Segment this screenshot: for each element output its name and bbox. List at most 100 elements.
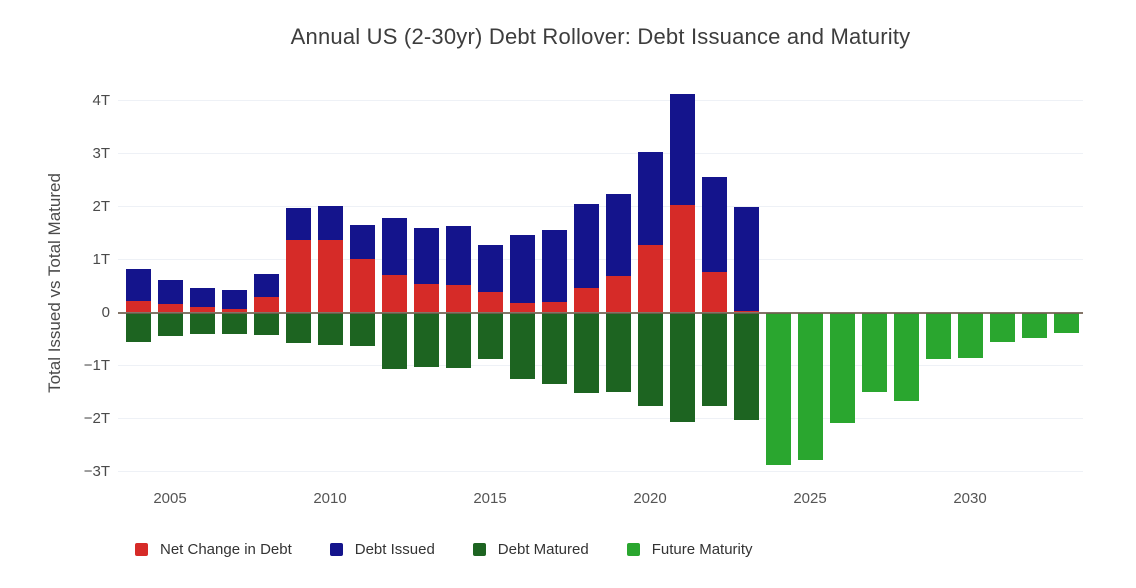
bar-2008-net-change[interactable] (253, 297, 279, 313)
bar-2010-debt-issued[interactable] (317, 205, 343, 241)
legend-item-future-maturity[interactable]: Future Maturity (626, 540, 753, 558)
bar-2029-future-maturity[interactable] (925, 312, 951, 360)
bar-2020-net-change[interactable] (637, 245, 663, 313)
bar-2016-debt-issued[interactable] (509, 235, 535, 304)
bar-2013-debt-issued[interactable] (413, 227, 439, 285)
bar-2019-debt-matured[interactable] (605, 312, 631, 392)
bar-2011-net-change[interactable] (349, 258, 375, 313)
bar-2019-net-change[interactable] (605, 275, 631, 313)
bar-2022-debt-matured[interactable] (701, 312, 727, 407)
bar-2022-debt-issued[interactable] (701, 177, 727, 272)
bar-2015-debt-matured[interactable] (477, 312, 503, 360)
bar-2009-debt-matured[interactable] (285, 312, 311, 344)
legend-label: Net Change in Debt (160, 540, 292, 558)
bar-2028-future-maturity[interactable] (893, 312, 919, 401)
bar-2031-future-maturity[interactable] (989, 312, 1015, 342)
y-tick-label: −2T (83, 409, 110, 427)
bar-2013-net-change[interactable] (413, 284, 439, 313)
legend-swatch-icon (329, 542, 343, 556)
legend-swatch-icon (626, 542, 640, 556)
bar-2008-debt-issued[interactable] (253, 273, 279, 298)
gridline-−2T (118, 418, 1083, 419)
bar-2025-future-maturity[interactable] (797, 312, 823, 461)
y-tick-label: 2T (92, 197, 110, 215)
gridline-2T (118, 206, 1083, 207)
y-tick-label: 0 (101, 303, 110, 321)
bar-2008-debt-matured[interactable] (253, 312, 279, 335)
bar-2004-debt-matured[interactable] (125, 312, 151, 343)
bar-2009-debt-issued[interactable] (285, 208, 311, 240)
y-tick-label: 3T (92, 144, 110, 162)
bar-2020-debt-issued[interactable] (637, 152, 663, 246)
bar-2016-net-change[interactable] (509, 303, 535, 313)
bar-2006-debt-matured[interactable] (189, 312, 215, 335)
bar-2027-future-maturity[interactable] (861, 312, 887, 392)
bar-2015-net-change[interactable] (477, 291, 503, 313)
bar-2032-future-maturity[interactable] (1021, 312, 1047, 339)
legend-label: Debt Issued (354, 540, 435, 558)
bar-2017-debt-matured[interactable] (541, 312, 567, 384)
legend-label: Future Maturity (651, 540, 753, 558)
gridline-1T (118, 259, 1083, 260)
bar-2012-net-change[interactable] (381, 275, 407, 313)
bar-2021-debt-issued[interactable] (669, 94, 695, 205)
legend-item-net-change-in-debt[interactable]: Net Change in Debt (135, 541, 292, 558)
bar-2006-debt-issued[interactable] (189, 287, 215, 308)
gridline-−1T (118, 365, 1083, 366)
bar-2011-debt-issued[interactable] (349, 224, 375, 259)
legend: Net Change in Debt Debt Issued Debt Mature… (135, 538, 753, 560)
zero-line (118, 311, 1083, 314)
bar-2005-net-change[interactable] (157, 304, 183, 313)
x-tick-label: 2015 (473, 490, 507, 507)
bar-2007-debt-matured[interactable] (221, 312, 247, 334)
x-tick-label: 2030 (953, 490, 987, 507)
legend-swatch-icon (472, 542, 486, 556)
bar-2012-debt-issued[interactable] (381, 218, 407, 276)
plot-area (118, 84, 1083, 478)
bar-2004-debt-issued[interactable] (125, 269, 151, 301)
legend-item-debt-issued[interactable]: Debt Issued (329, 540, 435, 558)
bar-2020-debt-matured[interactable] (637, 312, 663, 406)
bar-2026-future-maturity[interactable] (829, 312, 855, 424)
bar-2017-debt-issued[interactable] (541, 230, 567, 303)
bar-2033-future-maturity[interactable] (1053, 312, 1079, 333)
bar-2014-net-change[interactable] (445, 285, 471, 313)
bar-2018-debt-matured[interactable] (573, 312, 599, 394)
bar-2023-debt-issued[interactable] (733, 206, 759, 312)
y-tick-label: 4T (92, 91, 110, 109)
gridline-3T (118, 153, 1083, 154)
bar-2012-debt-matured[interactable] (381, 312, 407, 370)
bar-2030-future-maturity[interactable] (957, 312, 983, 358)
bar-2007-net-change[interactable] (221, 308, 247, 313)
gridline-−3T (118, 471, 1083, 472)
bar-2023-debt-matured[interactable] (733, 312, 759, 420)
bar-2004-net-change[interactable] (125, 300, 151, 313)
bar-2014-debt-issued[interactable] (445, 226, 471, 286)
bar-2021-debt-matured[interactable] (669, 312, 695, 422)
x-tick-label: 2025 (793, 490, 827, 507)
bar-2024-future-maturity[interactable] (765, 312, 791, 466)
x-tick-label: 2005 (153, 490, 187, 507)
bar-2016-debt-matured[interactable] (509, 312, 535, 380)
legend-item-debt-matured[interactable]: Debt Matured (472, 540, 589, 558)
bar-2015-debt-issued[interactable] (477, 244, 503, 292)
bar-2010-net-change[interactable] (317, 240, 343, 313)
bar-2022-net-change[interactable] (701, 271, 727, 313)
bar-2019-debt-issued[interactable] (605, 194, 631, 276)
bar-2005-debt-issued[interactable] (157, 280, 183, 304)
bar-2018-net-change[interactable] (573, 287, 599, 313)
legend-label: Debt Matured (497, 540, 589, 558)
bar-2021-net-change[interactable] (669, 204, 695, 313)
bar-2007-debt-issued[interactable] (221, 290, 247, 309)
bar-2017-net-change[interactable] (541, 302, 567, 313)
bar-2011-debt-matured[interactable] (349, 312, 375, 347)
bar-2018-debt-issued[interactable] (573, 204, 599, 288)
y-tick-label: 1T (92, 250, 110, 268)
bar-2006-net-change[interactable] (189, 307, 215, 313)
bar-2010-debt-matured[interactable] (317, 312, 343, 346)
bar-2014-debt-matured[interactable] (445, 312, 471, 369)
bar-2009-net-change[interactable] (285, 239, 311, 313)
bar-2013-debt-matured[interactable] (413, 312, 439, 368)
chart-title: Annual US (2-30yr) Debt Rollover: Debt I… (290, 24, 911, 49)
bar-2005-debt-matured[interactable] (157, 312, 183, 337)
